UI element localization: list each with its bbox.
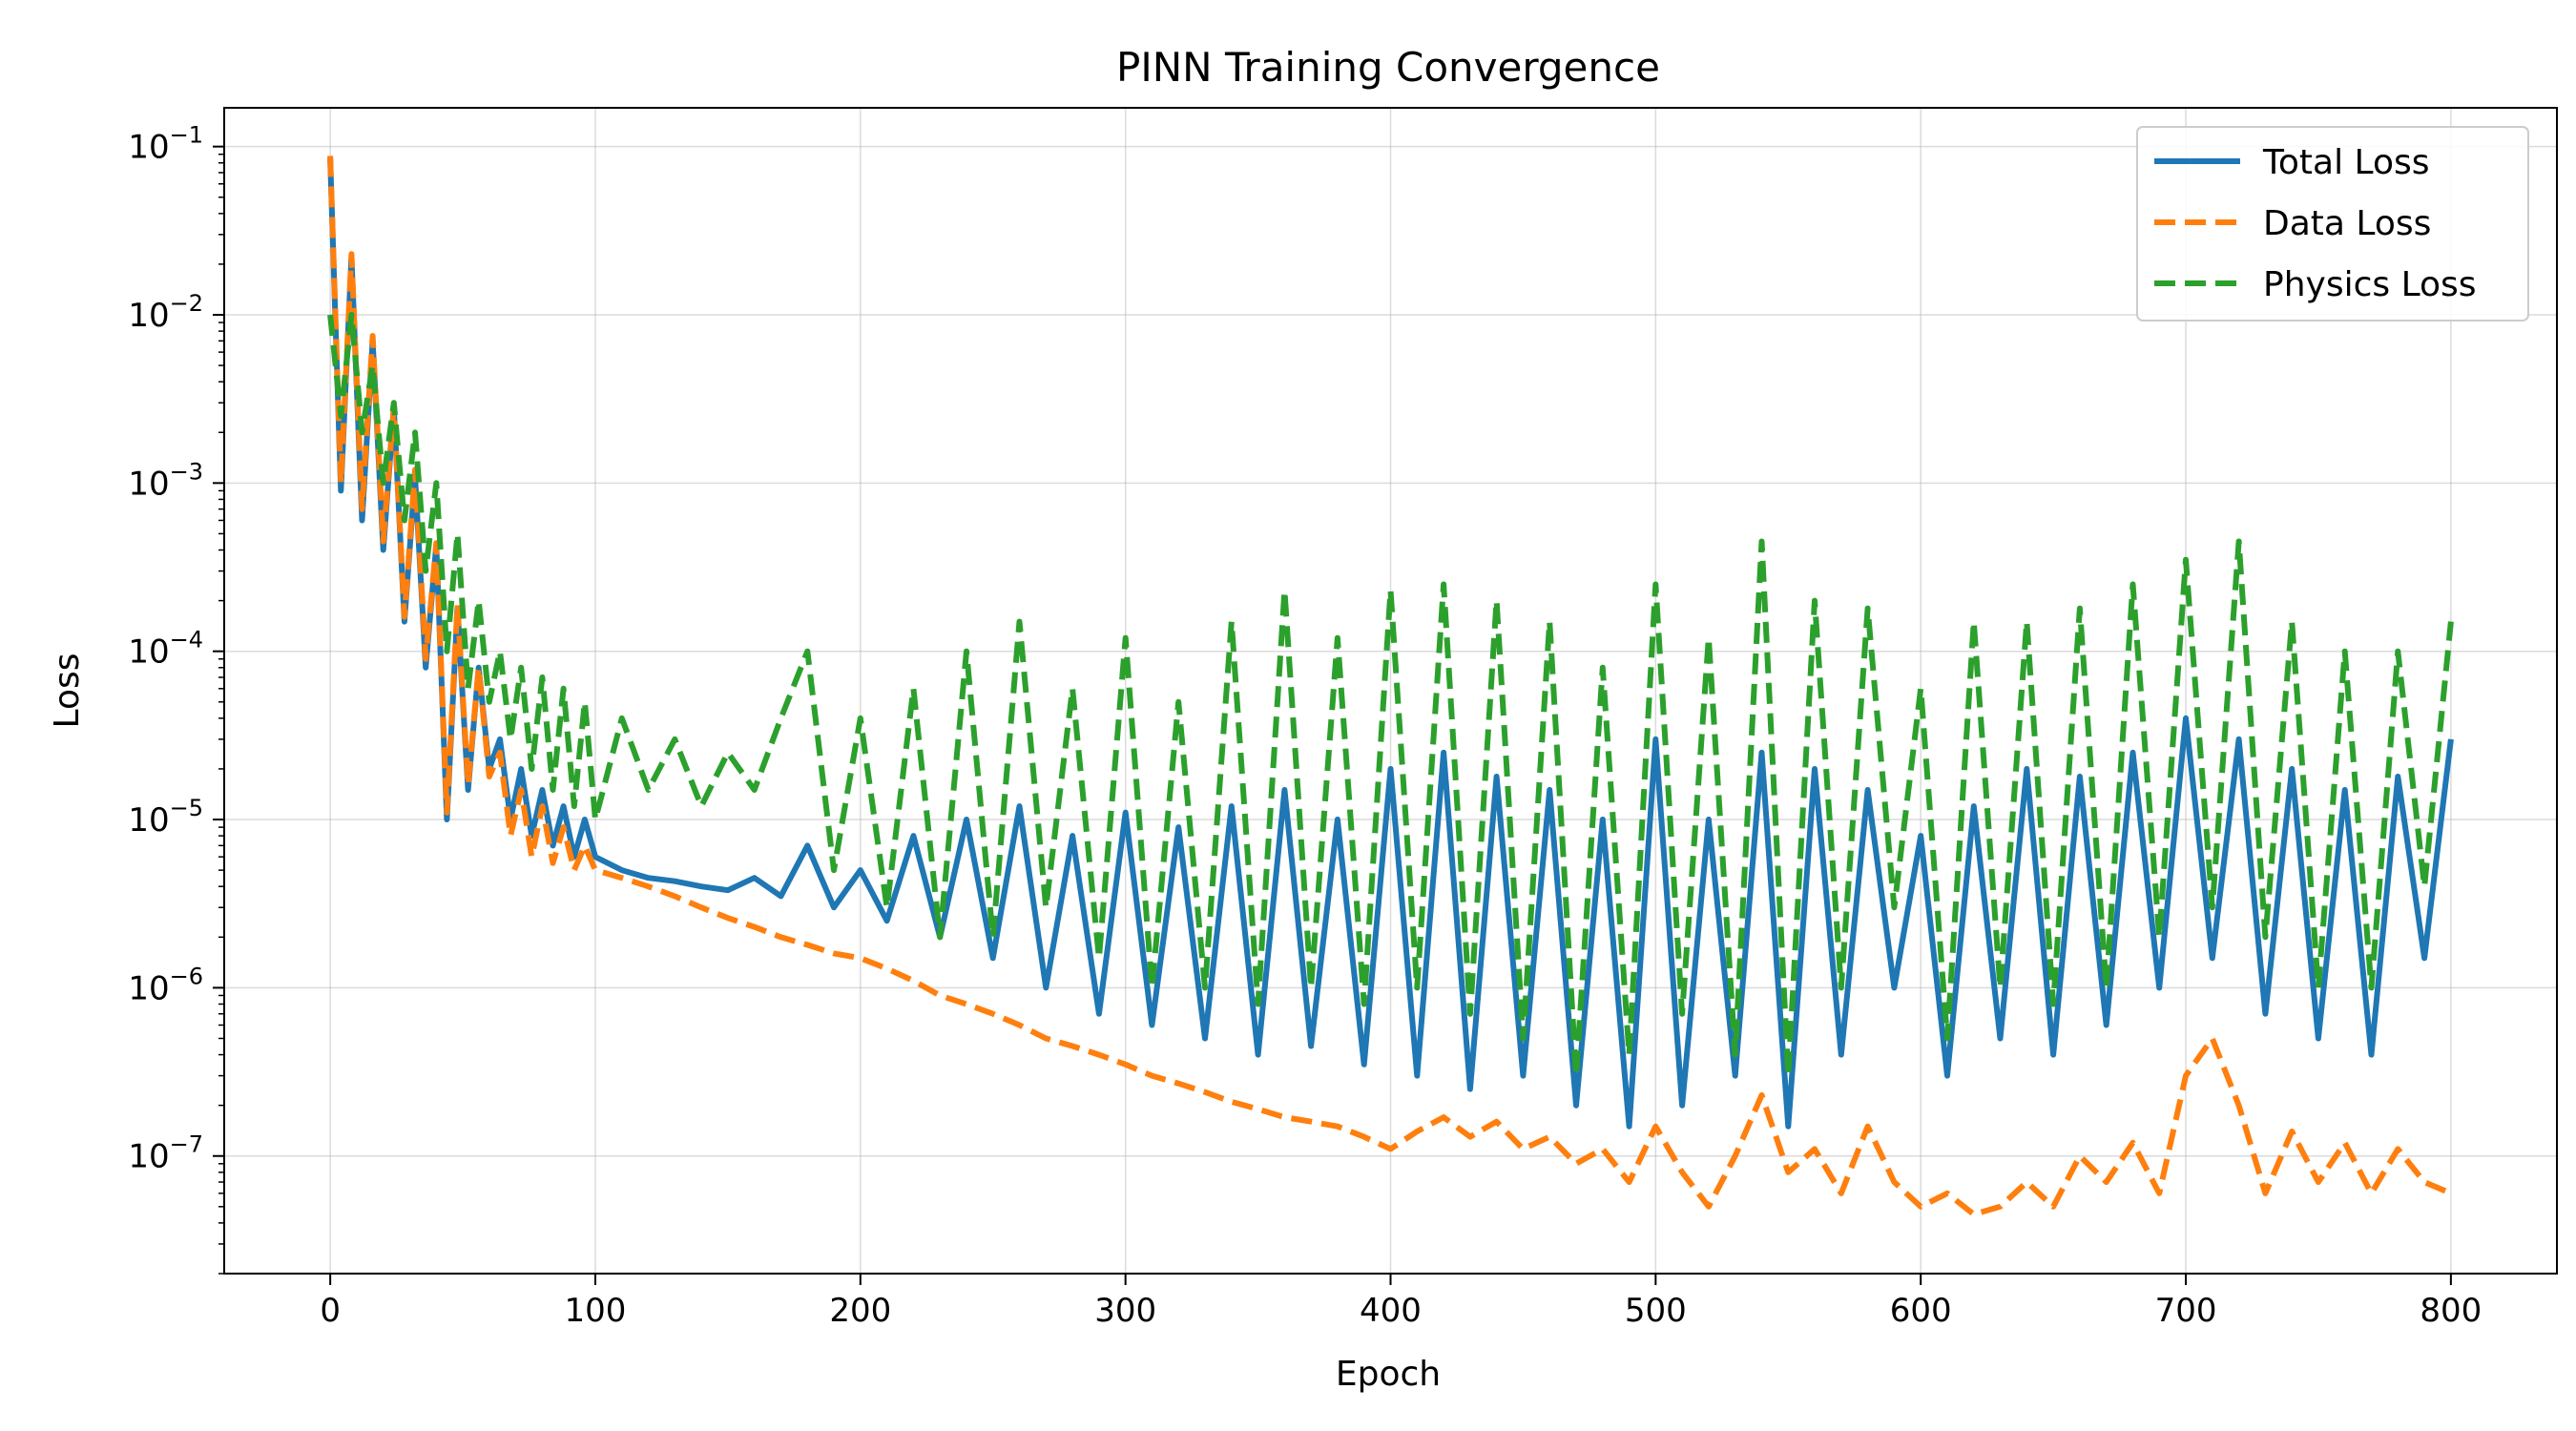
x-tick-label: 0 (320, 1292, 341, 1330)
y-tick-label-exponent: −4 (170, 627, 203, 653)
y-tick-label-base: 10 (128, 129, 169, 167)
chart-title: PINN Training Convergence (1116, 44, 1660, 91)
y-tick-label-exponent: −2 (170, 290, 203, 317)
x-tick-label: 400 (1360, 1292, 1422, 1330)
x-tick-label: 500 (1625, 1292, 1687, 1330)
series-line-data-loss (327, 156, 2453, 1217)
y-tick-label: 10−7 (128, 1131, 203, 1176)
y-tick-label-exponent: −3 (170, 458, 203, 485)
series-line-physics-loss (327, 312, 2454, 1079)
y-tick-label-base: 10 (128, 297, 169, 335)
y-tick-label: 10−1 (128, 122, 203, 167)
y-axis-label: Loss (48, 653, 87, 729)
y-axis-ticks: 10−710−610−510−410−310−210−1 (128, 122, 224, 1275)
y-tick-label-base: 10 (128, 465, 169, 503)
x-tick-label: 300 (1094, 1292, 1156, 1330)
x-tick-label: 100 (565, 1292, 627, 1330)
x-tick-label: 800 (2420, 1292, 2482, 1330)
y-tick-label-exponent: −1 (170, 122, 203, 149)
y-tick-label-base: 10 (128, 969, 169, 1007)
plot-area (327, 156, 2454, 1217)
series-lines (327, 156, 2454, 1217)
y-tick-label-exponent: −5 (170, 795, 203, 821)
legend-box (2136, 126, 2529, 321)
y-tick-label-base: 10 (128, 801, 169, 840)
y-tick-label-exponent: −6 (170, 963, 203, 989)
y-tick-label: 10−6 (128, 963, 203, 1007)
y-tick-label-base: 10 (128, 633, 169, 672)
legend-label: Physics Loss (2263, 265, 2477, 304)
x-tick-label: 200 (829, 1292, 891, 1330)
y-tick-label-base: 10 (128, 1138, 169, 1176)
series-line-total-loss (327, 158, 2454, 1130)
y-tick-label: 10−4 (128, 627, 203, 672)
y-tick-label: 10−5 (128, 795, 203, 840)
y-tick-label: 10−3 (128, 458, 203, 503)
legend-label: Data Loss (2263, 204, 2431, 243)
x-tick-label: 600 (1890, 1292, 1952, 1330)
x-axis-label: Epoch (1336, 1355, 1441, 1394)
x-axis-ticks: 0 100 200 300 400 500 600 700 800 (320, 1274, 2482, 1330)
legend: Total Loss Data Loss Physics Loss (2136, 126, 2529, 321)
x-tick-label: 700 (2155, 1292, 2217, 1330)
y-tick-label-exponent: −7 (170, 1131, 203, 1158)
y-tick-label: 10−2 (128, 290, 203, 335)
legend-label: Total Loss (2262, 143, 2429, 182)
